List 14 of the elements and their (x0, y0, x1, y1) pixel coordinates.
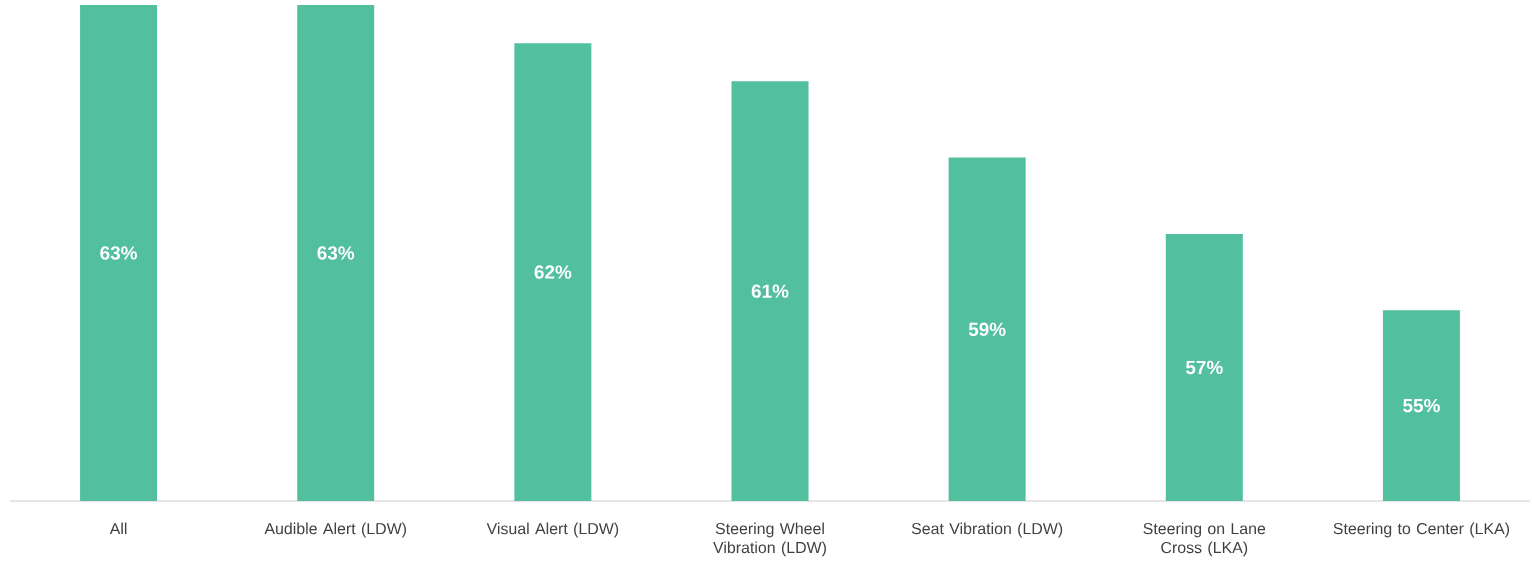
data-label: 61% (751, 284, 789, 298)
data-label: 59% (968, 322, 1006, 337)
x-tick-label: Steering Wheel Vibration (LDW) (713, 522, 826, 557)
x-tick-label: Steering to Center (LKA) (1333, 522, 1510, 538)
data-label: 55% (1403, 398, 1440, 413)
x-tick-label: All (109, 522, 127, 535)
data-label: 62% (534, 265, 572, 279)
data-label: 63% (100, 246, 138, 260)
x-tick-label: Seat Vibration (LDW) (911, 522, 1063, 538)
x-tick-label: Steering on Lane Cross (LKA) (1143, 522, 1266, 557)
data-label: 57% (1185, 360, 1223, 375)
x-tick-label: Audible Alert (LDW) (264, 522, 406, 538)
data-label: 63% (317, 246, 355, 260)
x-tick-label: Visual Alert (LDW) (486, 522, 619, 538)
